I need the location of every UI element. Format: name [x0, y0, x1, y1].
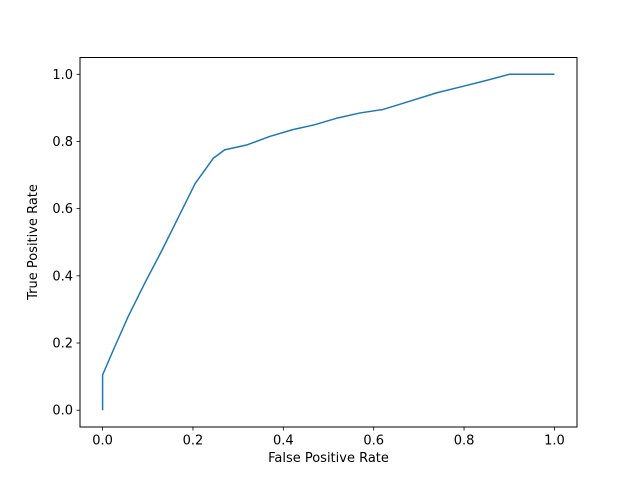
axes-spines — [79, 57, 578, 428]
y-tick-label: 0.0 — [52, 404, 73, 419]
series-layer — [101, 73, 555, 411]
ticks-layer: 0.0 0.2 0.4 0.6 0.8 1.0 0.0 0.2 0.4 0.6 0.8 1.0 — [52, 68, 564, 449]
roc-curve-line — [101, 73, 555, 411]
x-tick-label: 0.8 — [454, 434, 475, 449]
x-tick-label: 0.6 — [363, 434, 384, 449]
y-tick-label: 0.8 — [52, 135, 73, 150]
x-tick-label: 0.0 — [92, 434, 113, 449]
spines-layer — [79, 57, 578, 428]
plot-area — [80, 57, 577, 427]
x-tick-label: 1.0 — [544, 434, 565, 449]
y-tick-label: 0.4 — [52, 269, 73, 284]
x-tick-label: 0.4 — [273, 434, 294, 449]
y-tick-label: 0.6 — [52, 202, 73, 217]
y-tick-label: 1.0 — [52, 68, 73, 83]
y-axis-label: True Positive Rate — [26, 184, 41, 301]
y-tick-label: 0.2 — [52, 337, 73, 352]
x-axis-label: False Positive Rate — [268, 451, 389, 466]
x-tick-label: 0.2 — [183, 434, 204, 449]
